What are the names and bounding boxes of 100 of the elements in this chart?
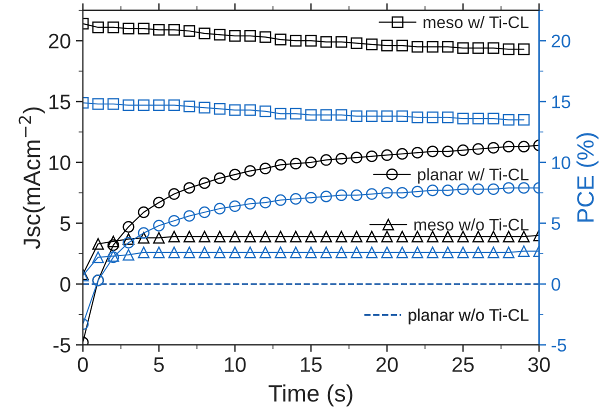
point (274, 246, 286, 258)
point (290, 108, 302, 120)
point (457, 112, 469, 124)
point (305, 34, 317, 47)
legend-label: planar w/o Ti-CL (408, 308, 529, 324)
point (502, 114, 514, 126)
legend-label: meso w/ Ti-CL (424, 16, 529, 28)
point (122, 236, 134, 249)
point (274, 230, 286, 242)
point (396, 110, 408, 122)
point (153, 220, 165, 232)
point (502, 182, 514, 194)
point (488, 183, 500, 195)
point (229, 230, 241, 242)
point (122, 22, 134, 34)
point (274, 108, 286, 120)
point (183, 246, 196, 258)
point (153, 99, 165, 112)
point (214, 230, 226, 242)
x-tick-label: 0 (78, 357, 88, 372)
point (396, 148, 408, 160)
point (198, 102, 210, 114)
point (412, 40, 424, 53)
point (229, 30, 241, 42)
point (244, 104, 256, 116)
y-tick-label: -5 (53, 338, 70, 353)
point (214, 103, 226, 115)
point (366, 150, 378, 162)
point (305, 192, 317, 204)
x-tick-label: 30 (528, 357, 550, 372)
point (350, 246, 362, 258)
point (244, 165, 256, 177)
point (426, 40, 438, 53)
point (442, 112, 454, 124)
y2-tick-label: -5 (552, 338, 566, 352)
point (260, 230, 272, 242)
y-tick-label: 20 (48, 34, 70, 48)
point (168, 188, 180, 200)
x-tick-label: 15 (300, 357, 322, 372)
point (198, 28, 210, 40)
y2-tick-label: 20 (552, 34, 570, 48)
point (472, 246, 484, 258)
point (138, 206, 150, 218)
point (138, 232, 150, 244)
point (214, 202, 226, 214)
point (290, 193, 302, 205)
point (336, 230, 348, 242)
point (214, 246, 226, 258)
point (168, 246, 180, 258)
y2-tick-label: 5 (552, 217, 560, 230)
point (320, 109, 332, 121)
point (107, 22, 120, 34)
x-tick-label: 5 (154, 357, 164, 372)
point (396, 230, 408, 242)
point (122, 221, 134, 233)
point (412, 186, 424, 198)
point (153, 232, 165, 244)
point (107, 98, 120, 110)
point (350, 110, 362, 122)
point (214, 28, 226, 40)
point (488, 142, 500, 154)
point (488, 230, 500, 242)
point (472, 112, 484, 124)
point (350, 230, 362, 242)
point (138, 22, 150, 34)
x-tick-label: 10 (224, 357, 246, 372)
point (457, 183, 469, 195)
y-axis-title: Jsc(mAcm$^{−2}$) (18, 107, 45, 249)
point (412, 246, 424, 258)
point (518, 43, 530, 56)
point (457, 230, 469, 242)
point (305, 246, 317, 258)
legend-label: meso w/o Ti-CL (414, 218, 529, 231)
point (260, 246, 272, 258)
point (153, 246, 165, 258)
point (426, 230, 438, 242)
point (274, 194, 286, 206)
point (381, 149, 393, 161)
point (381, 110, 393, 122)
point (229, 246, 241, 258)
point (350, 189, 362, 202)
point (122, 249, 134, 261)
point (457, 246, 469, 258)
point (488, 112, 500, 124)
point (183, 25, 196, 37)
point (472, 143, 484, 155)
point (183, 182, 196, 194)
point (366, 230, 378, 242)
point (381, 246, 393, 258)
x-axis-title: Time (s) (268, 384, 352, 406)
point (366, 246, 378, 258)
y-tick-label: 15 (49, 94, 70, 110)
point (442, 184, 454, 196)
point (198, 246, 210, 258)
point (412, 146, 424, 158)
point (229, 200, 241, 212)
point (412, 230, 424, 242)
point (320, 36, 332, 48)
point (350, 37, 362, 50)
point (244, 198, 256, 210)
